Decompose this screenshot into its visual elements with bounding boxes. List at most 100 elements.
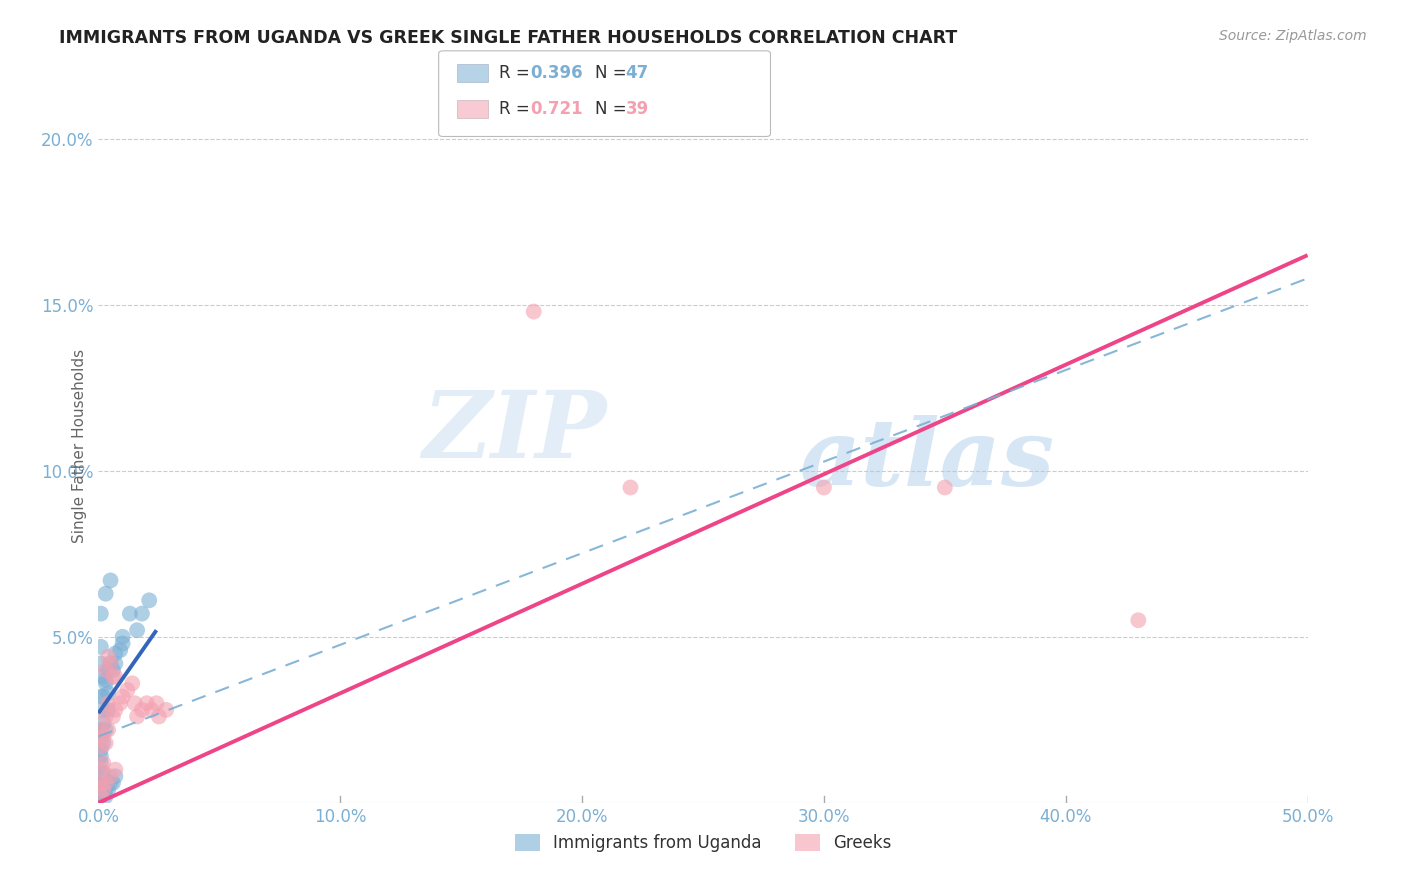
- Point: [101, 670, 124, 684]
- Point: [131, 703, 153, 717]
- Text: N =: N =: [595, 100, 631, 118]
- Point: [91, 766, 114, 780]
- Point: [90, 776, 112, 790]
- Point: [619, 481, 641, 495]
- Point: [90, 742, 112, 756]
- Point: [97, 703, 120, 717]
- Point: [104, 647, 127, 661]
- Point: [135, 696, 157, 710]
- Point: [100, 657, 122, 671]
- Point: [90, 640, 112, 654]
- Text: 47: 47: [626, 64, 650, 82]
- Point: [97, 782, 120, 797]
- Y-axis label: Single Father Households: Single Father Households: [72, 349, 87, 543]
- Point: [94, 709, 117, 723]
- Point: [90, 776, 112, 790]
- Point: [90, 782, 112, 797]
- Point: [934, 481, 956, 495]
- Point: [90, 723, 112, 737]
- Point: [100, 657, 122, 671]
- Point: [90, 756, 112, 770]
- Text: Source: ZipAtlas.com: Source: ZipAtlas.com: [1219, 29, 1367, 43]
- Point: [91, 703, 114, 717]
- Point: [90, 786, 112, 800]
- Point: [94, 676, 117, 690]
- Point: [118, 607, 141, 621]
- Text: IMMIGRANTS FROM UGANDA VS GREEK SINGLE FATHER HOUSEHOLDS CORRELATION CHART: IMMIGRANTS FROM UGANDA VS GREEK SINGLE F…: [59, 29, 957, 46]
- Text: 0.721: 0.721: [530, 100, 582, 118]
- Text: R =: R =: [499, 100, 536, 118]
- Point: [91, 670, 114, 684]
- Point: [141, 703, 163, 717]
- Point: [104, 769, 127, 783]
- Point: [90, 607, 112, 621]
- Point: [145, 696, 167, 710]
- Point: [90, 657, 112, 671]
- Point: [90, 789, 112, 804]
- Point: [131, 607, 153, 621]
- Point: [94, 782, 117, 797]
- Point: [101, 776, 124, 790]
- Point: [94, 587, 117, 601]
- Point: [91, 786, 114, 800]
- Point: [104, 670, 127, 684]
- Point: [90, 739, 112, 754]
- Point: [91, 756, 114, 770]
- Text: 39: 39: [626, 100, 650, 118]
- Point: [108, 643, 131, 657]
- Point: [104, 703, 127, 717]
- Point: [94, 723, 117, 737]
- Point: [1128, 613, 1150, 627]
- Point: [94, 663, 117, 677]
- Point: [111, 630, 134, 644]
- Point: [91, 730, 114, 744]
- Point: [97, 686, 120, 700]
- Point: [91, 690, 114, 704]
- Point: [90, 789, 112, 804]
- Point: [104, 763, 127, 777]
- Point: [97, 723, 120, 737]
- Point: [117, 682, 139, 697]
- Point: [108, 696, 131, 710]
- Point: [94, 736, 117, 750]
- Point: [523, 304, 546, 318]
- Point: [94, 673, 117, 687]
- Text: N =: N =: [595, 64, 631, 82]
- Point: [813, 481, 835, 495]
- Text: atlas: atlas: [800, 416, 1054, 505]
- Point: [124, 696, 146, 710]
- Point: [100, 776, 122, 790]
- Point: [90, 730, 112, 744]
- Point: [91, 736, 114, 750]
- Point: [97, 663, 120, 677]
- Point: [111, 690, 134, 704]
- Point: [121, 676, 143, 690]
- Point: [90, 763, 112, 777]
- Point: [104, 657, 127, 671]
- Point: [94, 789, 117, 804]
- Point: [90, 690, 112, 704]
- Point: [97, 696, 120, 710]
- Point: [101, 709, 124, 723]
- Point: [97, 649, 120, 664]
- Point: [91, 776, 114, 790]
- Point: [94, 776, 117, 790]
- Legend: Immigrants from Uganda, Greeks: Immigrants from Uganda, Greeks: [508, 827, 898, 859]
- Point: [148, 709, 170, 723]
- Point: [100, 574, 122, 588]
- Point: [155, 703, 177, 717]
- Point: [138, 593, 160, 607]
- Point: [90, 723, 112, 737]
- Point: [111, 636, 134, 650]
- Text: R =: R =: [499, 64, 536, 82]
- Text: 0.396: 0.396: [530, 64, 582, 82]
- Point: [100, 769, 122, 783]
- Point: [90, 766, 112, 780]
- Point: [91, 716, 114, 731]
- Point: [90, 749, 112, 764]
- Point: [127, 709, 149, 723]
- Point: [127, 624, 149, 638]
- Point: [91, 782, 114, 797]
- Text: ZIP: ZIP: [422, 387, 606, 476]
- Point: [101, 663, 124, 677]
